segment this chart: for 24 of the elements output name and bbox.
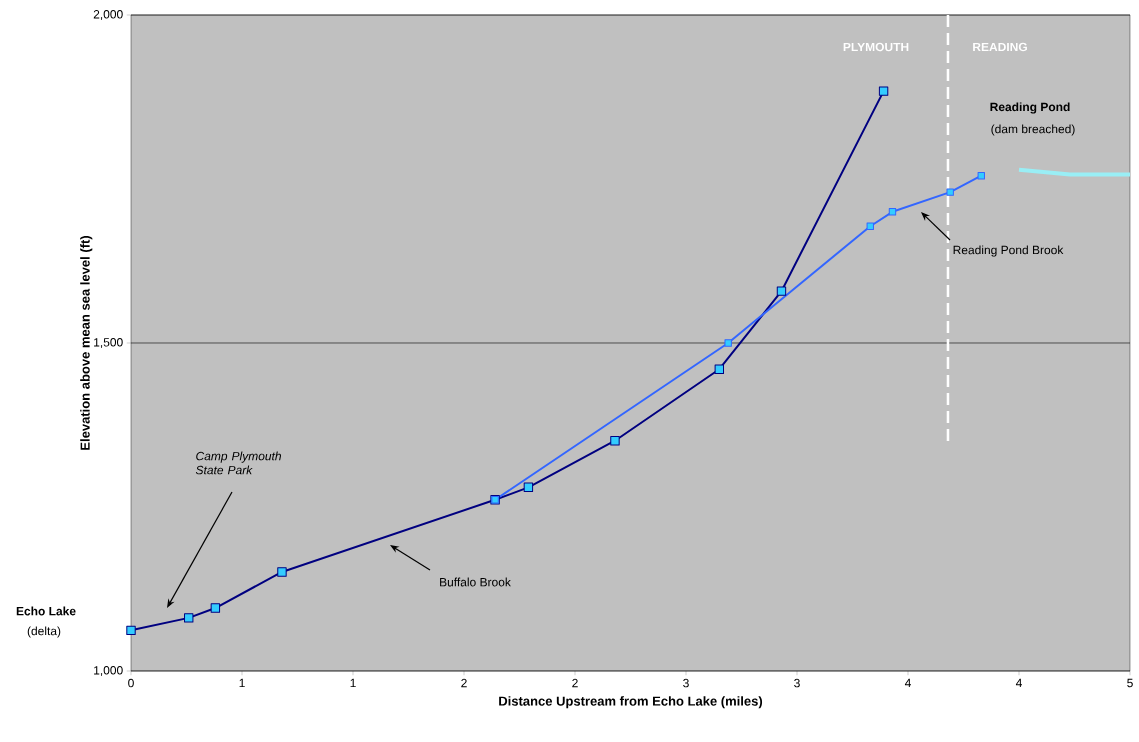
annotation: PLYMOUTH: [843, 42, 909, 52]
x-tick-label: 3: [683, 678, 689, 688]
text: Echo Lake: [16, 606, 76, 616]
x-tick-label: 2: [572, 678, 578, 688]
annotation: Reading Pond: [990, 102, 1070, 114]
x-tick-label: 4: [904, 678, 911, 688]
annotation: READING: [973, 42, 1027, 52]
y-tick-label: 1,500: [94, 338, 123, 348]
y-tick-label: 1,000: [94, 666, 123, 676]
y-tick-label: 2,000: [93, 10, 123, 20]
x-tick-label: 1: [239, 678, 245, 688]
x-tick-label: 2: [461, 678, 467, 688]
x-tick-label: 1: [350, 678, 356, 688]
x-tick-label: 5: [1127, 678, 1133, 688]
text: (delta): [27, 626, 61, 638]
annotation: Buffalo Brook: [440, 577, 511, 587]
annotation: Reading Pond Brook: [953, 245, 1064, 257]
annotation: (dam breached): [991, 124, 1075, 136]
x-tick-label: 4: [1015, 678, 1022, 688]
x-axis-title: Distance Upstream from Echo Lake (miles): [499, 696, 763, 709]
y-axis-title: Elevation above mean sea level (ft): [80, 236, 93, 450]
x-tick-label: 0: [128, 678, 134, 688]
annotation: Camp Plymouth State Park: [195, 451, 281, 475]
x-tick-label: 3: [794, 678, 800, 688]
